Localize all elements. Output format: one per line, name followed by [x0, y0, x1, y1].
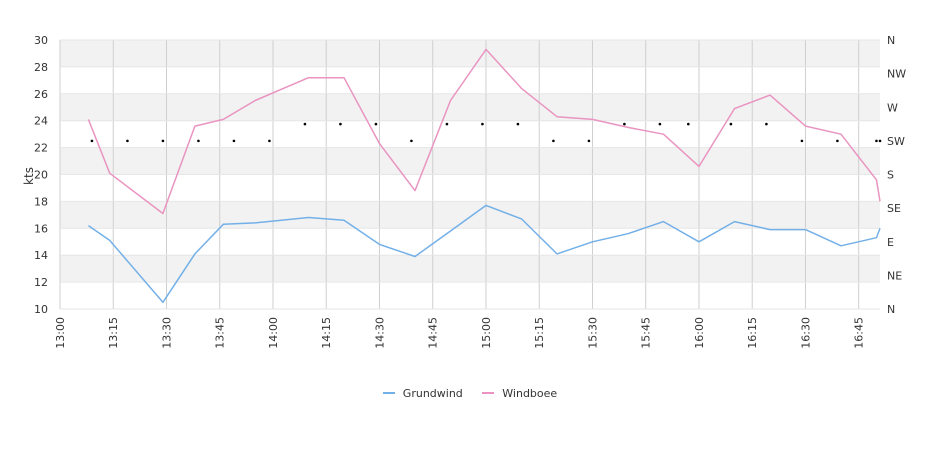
direction-tick-label: W: [887, 101, 898, 114]
direction-marker: [445, 122, 449, 126]
x-tick-label: 14:30: [373, 317, 386, 349]
x-tick-label: 14:15: [320, 317, 333, 349]
direction-marker: [800, 139, 804, 143]
direction-marker: [410, 139, 413, 143]
direction-axis-ticks: N NE E SE S SW W NW N: [887, 34, 906, 316]
y-tick-label: 28: [34, 61, 48, 74]
direction-marker: [268, 139, 271, 143]
x-tick-label: 15:15: [533, 317, 546, 349]
legend-label-grundwind: Grundwind: [402, 386, 463, 400]
y-tick-label: 14: [34, 249, 48, 262]
direction-tick-label: N: [887, 303, 895, 316]
plot-band: [60, 120, 880, 148]
legend: Grundwind Windboee: [0, 384, 940, 400]
direction-marker: [339, 122, 342, 126]
x-axis-ticks: 13:00 13:15 13:30 13:45 14:00 14:15 14:30 14:45…: [54, 317, 866, 349]
x-tick-label: 16:30: [799, 317, 812, 349]
direction-tick-label: S: [887, 169, 894, 182]
plot-background-bands: [60, 40, 880, 309]
direction-marker: [875, 139, 878, 143]
direction-marker: [161, 139, 165, 143]
y-tick-label: 26: [34, 88, 48, 101]
x-tick-label: 13:30: [160, 317, 173, 349]
direction-marker: [552, 139, 555, 143]
direction-tick-label: NE: [887, 269, 902, 282]
y-tick-label: 30: [34, 34, 48, 47]
legend-item-windboee[interactable]: Windboee: [482, 387, 557, 400]
y-tick-label: 12: [34, 276, 48, 289]
plot-band: [60, 40, 880, 67]
direction-marker: [623, 122, 626, 126]
y-tick-label: 22: [34, 142, 48, 155]
x-tick-label: 16:15: [746, 317, 759, 349]
direction-marker: [587, 139, 591, 143]
plot-band: [60, 66, 880, 94]
horizontal-gridlines: [60, 39, 880, 310]
direction-marker: [126, 139, 129, 143]
y-tick-label: 16: [34, 222, 48, 235]
direction-tick-label: SW: [887, 135, 905, 148]
legend-item-grundwind[interactable]: Grundwind: [382, 386, 463, 400]
y-tick-label: 20: [34, 169, 48, 182]
direction-marker: [836, 139, 839, 143]
direction-tick-label: SE: [887, 202, 901, 215]
direction-tick-label: E: [887, 236, 894, 249]
direction-marker: [878, 139, 882, 143]
direction-marker: [729, 122, 733, 126]
direction-marker: [481, 122, 484, 126]
direction-marker: [90, 139, 94, 143]
direction-marker: [765, 122, 768, 126]
direction-marker: [658, 122, 662, 126]
y-tick-label: 24: [34, 115, 48, 128]
direction-tick-label: NW: [887, 68, 906, 81]
series-line-windboee: [87, 48, 881, 215]
x-tick-label: 15:45: [640, 317, 653, 349]
x-tick-label: 13:00: [54, 317, 67, 349]
direction-marker: [516, 122, 520, 126]
x-tick-label: 14:00: [267, 317, 280, 349]
series-lines: [87, 48, 881, 304]
direction-marker: [197, 139, 200, 143]
x-tick-label: 14:45: [427, 317, 440, 349]
legend-swatch-windboee: [482, 392, 495, 394]
x-tick-label: 15:30: [586, 317, 599, 349]
plot-band: [60, 201, 880, 229]
plot-band: [60, 255, 880, 283]
x-tick-label: 16:45: [853, 317, 866, 349]
y-axis-ticks: 10 12 14 16 18 20 22 24 26 28 30: [34, 34, 48, 316]
plot-band: [60, 93, 880, 121]
direction-markers: [90, 122, 882, 143]
direction-marker: [687, 122, 690, 126]
x-tick-label: 13:15: [107, 317, 120, 349]
x-tick-label: 15:00: [480, 317, 493, 349]
x-tick-label: 16:00: [693, 317, 706, 349]
y-tick-label: 18: [34, 195, 48, 208]
series-line-grundwind: [87, 204, 881, 304]
plot-band: [60, 228, 880, 256]
legend-label-windboee: Windboee: [502, 386, 558, 400]
plot-band: [60, 282, 880, 309]
direction-marker: [374, 122, 378, 126]
x-tick-label: 13:45: [214, 317, 227, 349]
direction-marker: [303, 122, 307, 126]
direction-marker: [232, 139, 236, 143]
y-tick-label: 10: [34, 303, 48, 316]
plot-band: [60, 174, 880, 202]
direction-tick-label: N: [887, 34, 895, 47]
plot-band: [60, 147, 880, 175]
legend-swatch-grundwind: [382, 392, 395, 394]
y-axis-label: kts: [22, 167, 36, 185]
